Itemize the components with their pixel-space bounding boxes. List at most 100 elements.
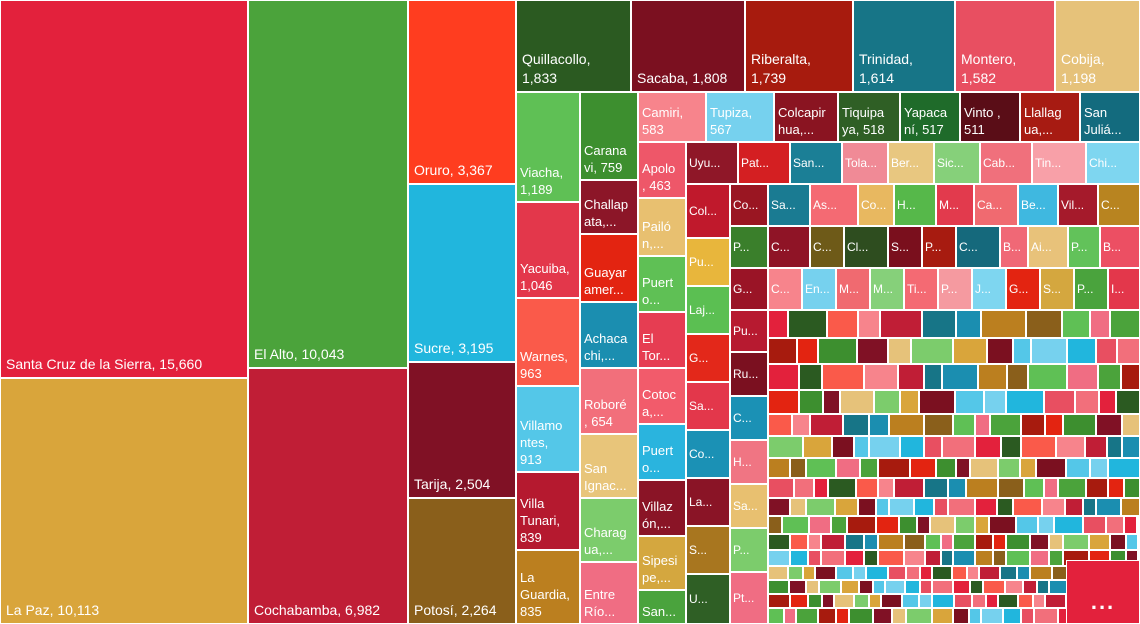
treemap-tile[interactable] <box>857 338 888 364</box>
treemap-tile[interactable] <box>1049 550 1063 566</box>
treemap-tile[interactable] <box>1045 594 1066 608</box>
treemap-tile[interactable] <box>859 580 873 594</box>
treemap-tile[interactable] <box>998 458 1020 478</box>
treemap-tile[interactable] <box>970 458 998 478</box>
treemap-tile[interactable] <box>790 534 808 550</box>
treemap-tile[interactable] <box>1075 390 1099 414</box>
treemap-tile[interactable]: Villamo ntes, 913 <box>516 386 580 472</box>
treemap-tile[interactable] <box>821 534 845 550</box>
treemap-tile[interactable]: La... <box>686 478 730 526</box>
treemap-tile[interactable] <box>845 534 864 550</box>
treemap-tile[interactable] <box>922 310 956 338</box>
treemap-tile[interactable] <box>905 580 920 594</box>
treemap-tile[interactable]: Co... <box>686 430 730 478</box>
treemap-tile[interactable] <box>904 534 925 550</box>
treemap-tile[interactable] <box>997 498 1013 516</box>
treemap-tile[interactable] <box>768 414 792 436</box>
treemap-tile[interactable] <box>1005 580 1023 594</box>
treemap-tile[interactable] <box>768 458 790 478</box>
treemap-tile[interactable] <box>956 458 970 478</box>
treemap-tile[interactable] <box>821 550 845 566</box>
treemap-tile[interactable] <box>768 516 782 534</box>
treemap-tile[interactable] <box>808 594 822 608</box>
treemap-tile[interactable] <box>790 498 806 516</box>
treemap-tile[interactable] <box>1116 390 1140 414</box>
treemap-tile[interactable]: Sa... <box>686 382 730 430</box>
treemap-tile[interactable] <box>1096 498 1121 516</box>
treemap-tile[interactable] <box>790 550 808 566</box>
treemap-tile[interactable] <box>843 414 869 436</box>
treemap-tile[interactable] <box>911 338 953 364</box>
treemap-tile[interactable]: San... <box>638 590 686 624</box>
treemap-tile[interactable]: Pt... <box>730 572 768 624</box>
treemap-tile[interactable] <box>853 566 866 580</box>
treemap-tile[interactable] <box>818 608 836 624</box>
treemap-tile[interactable]: Vil... <box>1058 184 1098 226</box>
treemap-tile[interactable] <box>803 566 815 580</box>
treemap-tile[interactable] <box>934 498 948 516</box>
treemap-tile[interactable]: Santa Cruz de la Sierra, 15,660 <box>0 0 248 378</box>
treemap-tile[interactable]: Potosí, 2,264 <box>408 498 516 624</box>
treemap-tile[interactable] <box>1018 594 1033 608</box>
treemap-tile[interactable] <box>1110 310 1140 338</box>
treemap-tile[interactable] <box>1021 608 1034 624</box>
treemap-tile[interactable]: El Tor... <box>638 312 686 368</box>
treemap-tile[interactable]: Laj... <box>686 286 730 334</box>
treemap-tile[interactable]: Ai... <box>1028 226 1068 268</box>
treemap-tile[interactable]: Oruro, 3,367 <box>408 0 516 184</box>
treemap-tile[interactable] <box>888 566 906 580</box>
treemap-tile[interactable]: Apolo , 463 <box>638 142 686 198</box>
treemap-tile[interactable] <box>860 458 878 478</box>
treemap-tile[interactable] <box>970 580 983 594</box>
treemap-tile[interactable] <box>924 436 942 458</box>
treemap-tile[interactable]: M... <box>836 268 870 310</box>
treemap-tile[interactable] <box>955 516 975 534</box>
treemap-tile[interactable]: Pailó n,... <box>638 198 686 256</box>
treemap-tile[interactable] <box>768 566 788 580</box>
treemap-tile[interactable] <box>790 458 806 478</box>
treemap-tile[interactable] <box>810 414 843 436</box>
treemap-tile[interactable]: El Alto, 10,043 <box>248 0 408 368</box>
treemap-tile[interactable] <box>768 498 790 516</box>
treemap-tile[interactable]: Puert o... <box>638 256 686 312</box>
treemap-tile[interactable] <box>925 550 941 566</box>
treemap-tile[interactable]: Tin... <box>1032 142 1086 184</box>
treemap-tile[interactable] <box>874 390 900 414</box>
treemap-tile[interactable]: Villaz ón,... <box>638 480 686 536</box>
treemap-tile[interactable] <box>981 310 1026 338</box>
treemap-tile[interactable] <box>1021 414 1045 436</box>
treemap-tile[interactable]: Charag ua,... <box>580 498 638 562</box>
treemap-tile[interactable]: Achaca chi,... <box>580 302 638 368</box>
treemap-tile[interactable] <box>993 534 1006 550</box>
treemap-tile[interactable] <box>1001 436 1021 458</box>
treemap-tile[interactable]: Cab... <box>980 142 1032 184</box>
treemap-tile[interactable]: Sucre, 3,195 <box>408 184 516 362</box>
treemap-tile[interactable] <box>1037 580 1049 594</box>
treemap-tile[interactable] <box>1049 534 1063 550</box>
treemap-tile[interactable]: P... <box>730 528 768 572</box>
treemap-tile[interactable]: Sipesi pe,... <box>638 536 686 590</box>
treemap-tile[interactable] <box>1063 414 1096 436</box>
treemap-tile[interactable] <box>990 414 1021 436</box>
treemap-tile[interactable] <box>953 550 975 566</box>
treemap-tile[interactable]: Col... <box>686 184 730 238</box>
treemap-tile[interactable] <box>1030 566 1052 580</box>
treemap-tile[interactable] <box>1086 478 1108 498</box>
treemap-tile[interactable] <box>902 594 919 608</box>
treemap-tile[interactable] <box>1063 534 1089 550</box>
treemap-tile[interactable] <box>1007 364 1028 390</box>
treemap-tile[interactable] <box>1065 498 1083 516</box>
treemap-tile[interactable]: B... <box>1100 226 1140 268</box>
treemap-tile[interactable] <box>1026 310 1062 338</box>
treemap-tile[interactable] <box>797 338 818 364</box>
treemap-tile[interactable] <box>1020 458 1036 478</box>
treemap-tile[interactable]: Be... <box>1018 184 1058 226</box>
treemap-tile[interactable] <box>889 414 924 436</box>
treemap-tile[interactable]: En... <box>802 268 836 310</box>
treemap-tile[interactable] <box>975 498 997 516</box>
treemap-tile[interactable] <box>1096 338 1117 364</box>
treemap-tile[interactable]: Montero, 1,582 <box>955 0 1055 92</box>
treemap-tile[interactable]: Roboré , 654 <box>580 368 638 434</box>
treemap-tile[interactable] <box>784 608 796 624</box>
treemap-tile[interactable]: C... <box>956 226 1000 268</box>
